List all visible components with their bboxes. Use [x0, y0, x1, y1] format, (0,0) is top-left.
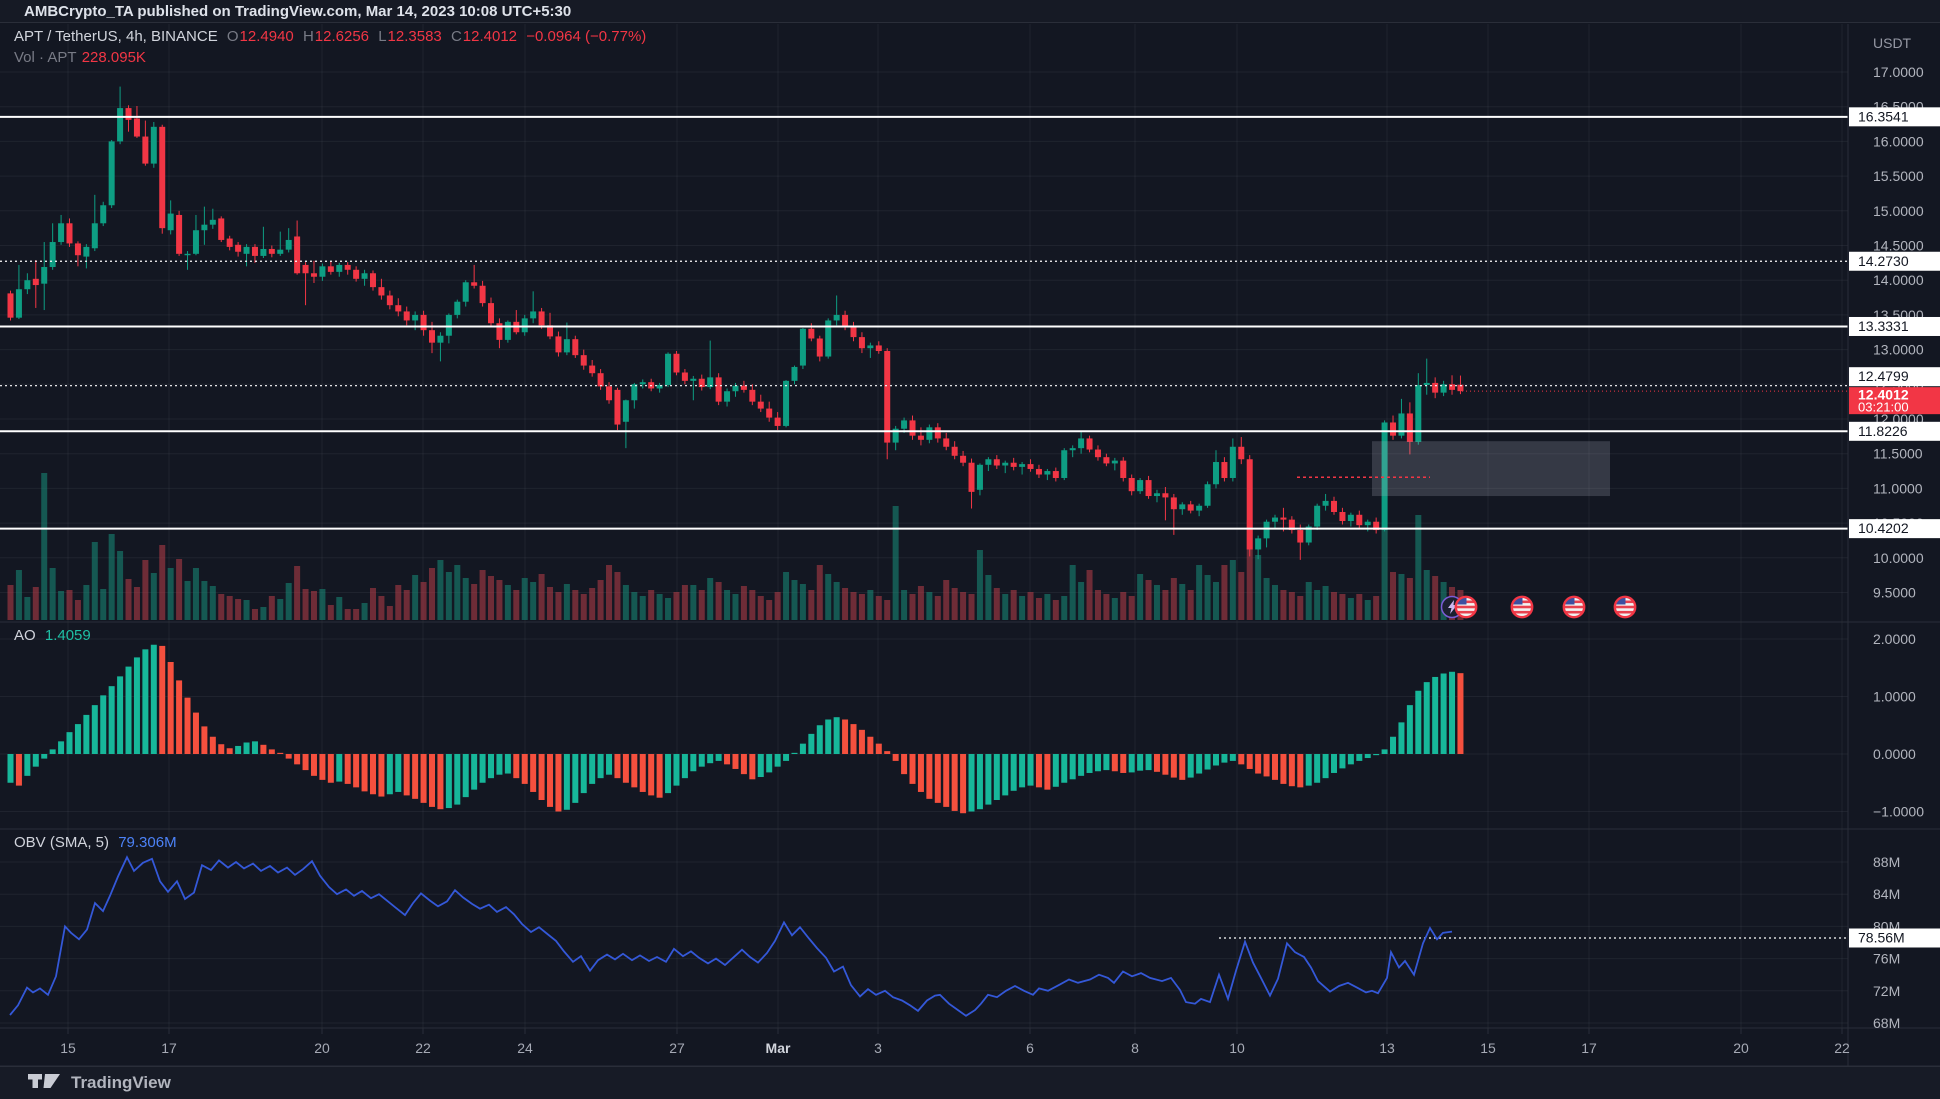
- tradingview-footer: TradingView: [0, 1066, 1940, 1099]
- svg-text:76M: 76M: [1873, 951, 1900, 967]
- svg-text:10.4202: 10.4202: [1858, 520, 1909, 536]
- low-label: L: [378, 28, 387, 45]
- volume-label: Vol · APT: [14, 49, 77, 66]
- svg-text:13.3331: 13.3331: [1858, 318, 1909, 334]
- tradingview-logo-icon[interactable]: [28, 1073, 62, 1093]
- svg-text:24: 24: [517, 1040, 533, 1056]
- svg-text:03:21:00: 03:21:00: [1858, 400, 1909, 415]
- svg-text:17: 17: [1581, 1040, 1597, 1056]
- svg-text:84M: 84M: [1873, 886, 1900, 902]
- svg-text:2.0000: 2.0000: [1873, 631, 1916, 647]
- time-axis[interactable]: 15 17 20 22 24 27 Mar 3 6 8 10 13 15 17 20 22: [60, 1028, 1850, 1056]
- svg-text:15.0000: 15.0000: [1873, 203, 1924, 219]
- svg-text:15: 15: [1480, 1040, 1496, 1056]
- svg-text:11.5000: 11.5000: [1873, 446, 1923, 462]
- price-level-badge: [1849, 421, 1940, 441]
- svg-text:72M: 72M: [1873, 983, 1900, 999]
- svg-text:13: 13: [1379, 1040, 1395, 1056]
- svg-text:10: 10: [1229, 1040, 1245, 1056]
- high-label: H: [302, 28, 314, 45]
- ao-value: 1.4059: [44, 627, 91, 644]
- volume-legend[interactable]: Vol · APT 228.095K: [14, 49, 151, 66]
- price-level-badge: [1849, 367, 1940, 387]
- highlight-zone[interactable]: [1372, 441, 1610, 497]
- event-icons[interactable]: [1440, 595, 1637, 619]
- svg-text:11.8226: 11.8226: [1858, 423, 1908, 439]
- low-value: 12.3583: [387, 28, 442, 45]
- price-level-badge: [1849, 107, 1940, 127]
- close-value: 12.4012: [462, 28, 518, 45]
- svg-text:6: 6: [1026, 1040, 1034, 1056]
- svg-text:17.0000: 17.0000: [1873, 64, 1924, 80]
- price-level-badge: [1849, 316, 1940, 336]
- symbol-title[interactable]: APT / TetherUS, 4h, BINANCE: [14, 28, 218, 45]
- high-value: 12.6256: [314, 28, 370, 45]
- svg-text:3: 3: [874, 1040, 882, 1056]
- price-level-badge: [1849, 519, 1940, 539]
- close-label: C: [450, 28, 462, 45]
- svg-text:20: 20: [314, 1040, 330, 1056]
- svg-text:9.5000: 9.5000: [1873, 585, 1916, 601]
- us-flag-event-icon[interactable]: [1454, 595, 1478, 619]
- svg-text:17: 17: [161, 1040, 177, 1056]
- attribution-text: AMBCrypto_TA published on TradingView.co…: [24, 3, 572, 20]
- svg-text:1.0000: 1.0000: [1873, 689, 1916, 705]
- change-value: −0.0964 (−0.77%): [526, 28, 647, 45]
- svg-text:27: 27: [669, 1040, 685, 1056]
- svg-text:68M: 68M: [1873, 1015, 1900, 1031]
- ao-histogram: [7, 644, 1464, 814]
- candlestick-series: [7, 86, 1464, 560]
- svg-text:22: 22: [1834, 1040, 1850, 1056]
- open-label: O: [226, 28, 239, 45]
- svg-text:16.3541: 16.3541: [1858, 108, 1909, 124]
- price-level-badge: [1849, 251, 1940, 271]
- svg-text:88M: 88M: [1873, 854, 1900, 870]
- svg-text:14.0000: 14.0000: [1873, 272, 1924, 288]
- svg-text:78.56M: 78.56M: [1858, 929, 1905, 945]
- tradingview-brand-text[interactable]: TradingView: [71, 1073, 171, 1092]
- symbol-legend[interactable]: APT / TetherUS, 4h, BINANCE O12.4940 H12…: [14, 28, 651, 45]
- svg-text:0.0000: 0.0000: [1873, 746, 1916, 762]
- svg-text:14.2730: 14.2730: [1858, 253, 1909, 269]
- price-badges: 16.3541 14.2730 13.3331 12.4799 12.401203:21…: [1849, 107, 1940, 948]
- svg-text:22: 22: [415, 1040, 431, 1056]
- obv-level-badge: [1849, 928, 1940, 948]
- svg-text:14.5000: 14.5000: [1873, 238, 1924, 254]
- open-value: 12.4940: [239, 28, 294, 45]
- svg-text:15.5000: 15.5000: [1873, 168, 1924, 184]
- ao-legend[interactable]: AO 1.4059: [14, 627, 96, 644]
- ao-label: AO: [14, 627, 36, 644]
- obv-label: OBV (SMA, 5): [14, 834, 110, 851]
- svg-text:Mar: Mar: [766, 1040, 791, 1056]
- attribution-bar: AMBCrypto_TA published on TradingView.co…: [0, 0, 1940, 23]
- obv-line: [9, 855, 1453, 1017]
- svg-text:−1.0000: −1.0000: [1873, 804, 1924, 820]
- current-price-badge: [1849, 387, 1940, 415]
- volume-value: 228.095K: [81, 49, 146, 66]
- svg-text:20: 20: [1733, 1040, 1749, 1056]
- currency-label: USDT: [1873, 35, 1912, 51]
- svg-text:8: 8: [1131, 1040, 1139, 1056]
- svg-text:15: 15: [60, 1040, 76, 1056]
- svg-text:12.4012: 12.4012: [1858, 387, 1909, 403]
- us-flag-event-icon[interactable]: [1613, 595, 1637, 619]
- us-flag-event-icon[interactable]: [1510, 595, 1534, 619]
- svg-text:11.0000: 11.0000: [1873, 480, 1923, 496]
- svg-text:12.4799: 12.4799: [1858, 368, 1909, 384]
- obv-legend[interactable]: OBV (SMA, 5) 79.306M: [14, 834, 182, 851]
- volume-bars: [7, 473, 1464, 620]
- obv-value: 79.306M: [118, 834, 177, 851]
- svg-text:13.0000: 13.0000: [1873, 342, 1924, 358]
- svg-text:10.0000: 10.0000: [1873, 550, 1924, 566]
- us-flag-event-icon[interactable]: [1562, 595, 1586, 619]
- svg-text:16.0000: 16.0000: [1873, 133, 1924, 149]
